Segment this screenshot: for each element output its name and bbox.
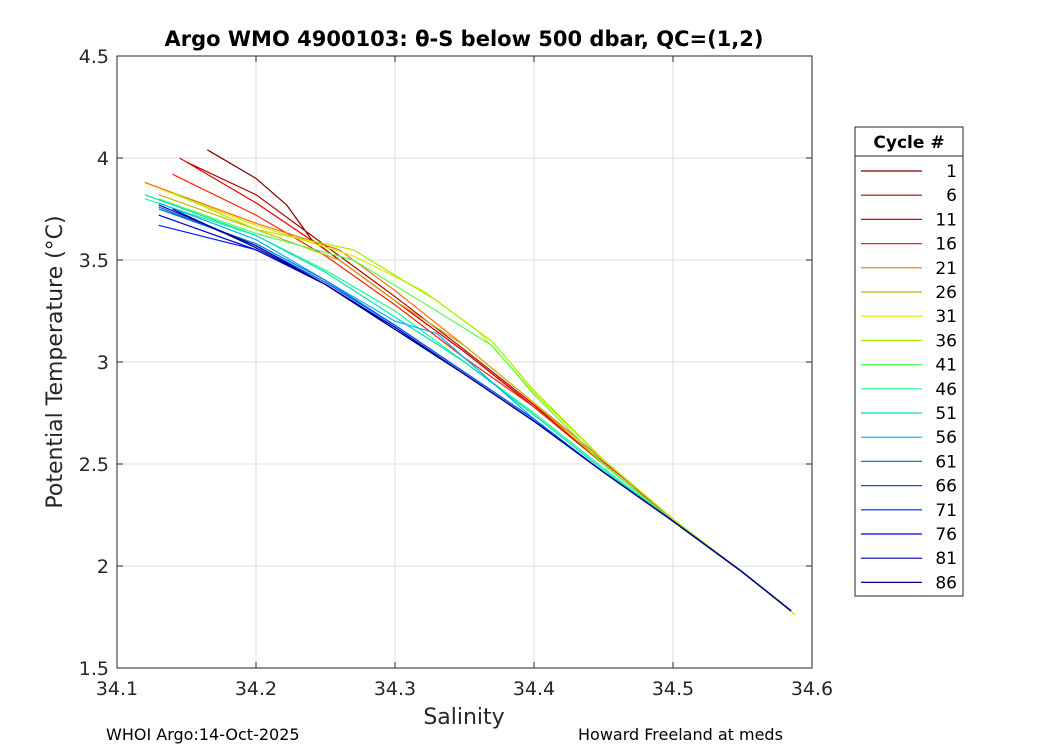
legend-label-cycle-31: 31 (935, 307, 957, 327)
legend-label-cycle-46: 46 (935, 380, 957, 400)
legend-label-cycle-61: 61 (935, 452, 957, 472)
legend-label-cycle-51: 51 (935, 404, 957, 424)
x-tick-label: 34.2 (235, 678, 277, 700)
chart-title: Argo WMO 4900103: θ-S below 500 dbar, QC… (165, 27, 764, 51)
y-tick-label: 4 (97, 148, 109, 170)
legend-label-cycle-86: 86 (935, 573, 957, 593)
legend-label-cycle-11: 11 (935, 210, 957, 230)
legend-label-cycle-81: 81 (935, 549, 957, 569)
legend-label-cycle-21: 21 (935, 259, 957, 279)
y-tick-label: 3.5 (79, 250, 109, 272)
legend-label-cycle-26: 26 (935, 283, 957, 303)
y-tick-label: 2.5 (79, 454, 109, 476)
series-line-cycle-86 (172, 208, 792, 612)
footer-credit-left: WHOI Argo:14-Oct-2025 (106, 725, 300, 744)
legend-label-cycle-71: 71 (935, 501, 957, 521)
legend-label-cycle-41: 41 (935, 356, 957, 376)
legend-label-cycle-1: 1 (946, 162, 957, 182)
legend-label-cycle-16: 16 (935, 235, 957, 255)
x-tick-label: 34.3 (374, 678, 416, 700)
legend-label-cycle-76: 76 (935, 525, 957, 545)
legend-title: Cycle # (873, 133, 944, 153)
x-tick-label: 34.1 (96, 678, 138, 700)
axis-ticks: 34.1 34.2 34.3 34.4 34.5 34.6 1.5 2 2.5 3 3.5 4 4.5 (79, 46, 833, 700)
legend-label-cycle-66: 66 (935, 477, 957, 497)
x-tick-label: 34.5 (652, 678, 694, 700)
legend-label-cycle-56: 56 (935, 428, 957, 448)
series-line-cycle-36 (172, 192, 792, 612)
legend: Cycle # 16111621263136414651566166717681… (854, 126, 964, 597)
legend-label-cycle-6: 6 (946, 186, 957, 206)
y-tick-label: 4.5 (79, 46, 109, 68)
x-tick-label: 34.4 (513, 678, 555, 700)
x-axis-label: Salinity (423, 705, 504, 730)
y-tick-label: 3 (97, 352, 109, 374)
footer-credit-right: Howard Freeland at meds (578, 725, 783, 744)
y-tick-label: 2 (97, 556, 109, 578)
x-tick-label: 34.6 (791, 678, 833, 700)
series-lines (144, 149, 796, 616)
y-tick-label: 1.5 (79, 658, 109, 680)
y-axis-label: Potential Temperature (°C) (43, 215, 68, 508)
legend-box (854, 126, 964, 597)
legend-label-cycle-36: 36 (935, 331, 957, 351)
